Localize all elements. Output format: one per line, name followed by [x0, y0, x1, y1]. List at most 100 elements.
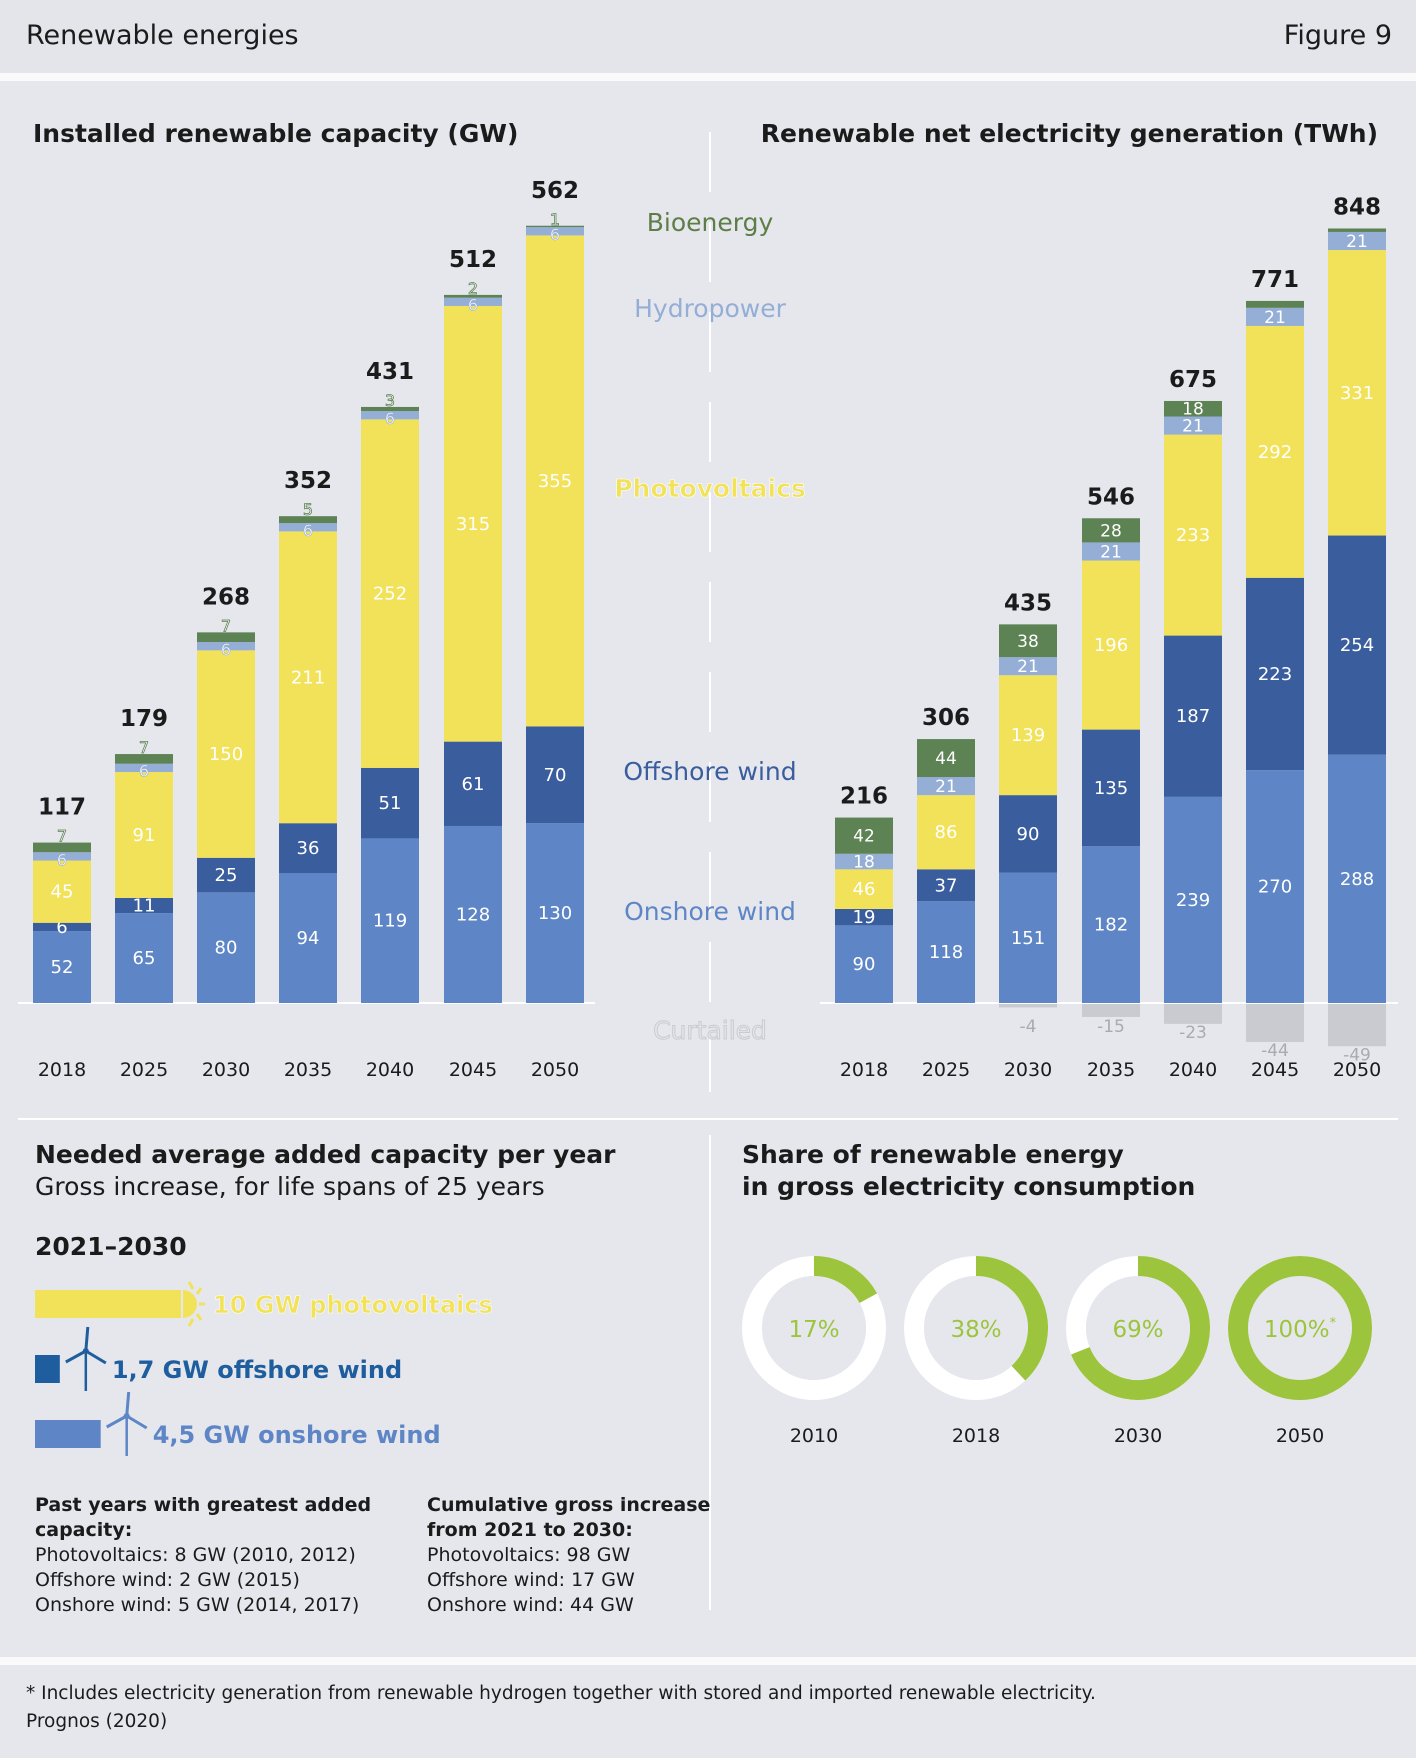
- capacity-bar-bioenergy: [279, 516, 337, 524]
- generation-bar-hydropower: [835, 853, 893, 870]
- capacity-label-onshore-wind: 128: [456, 904, 490, 925]
- generation-total: 546: [1087, 484, 1135, 510]
- generation-label-hydropower: 18: [853, 853, 875, 873]
- generation-bar-bioenergy: [1328, 228, 1386, 232]
- capacity-bar-photovoltaics: [279, 531, 337, 824]
- generation-label-onshore-wind: 182: [1094, 915, 1128, 936]
- turbine-blade: [125, 1391, 131, 1417]
- capacity-label-photovoltaics: 211: [291, 667, 325, 688]
- generation-bar-curtailed: [1082, 1004, 1140, 1017]
- capacity-bar-onshore-wind: [444, 825, 502, 1003]
- capacity-bar-hydropower: [361, 411, 419, 420]
- capacity-total: 512: [449, 247, 497, 273]
- capacity-year-label: 2040: [366, 1059, 414, 1081]
- added-capacity-subtitle: Gross increase, for life spans of 25 yea…: [35, 1172, 545, 1201]
- generation-bar-bioenergy: [999, 624, 1057, 658]
- generation-label-hydropower: 21: [1100, 542, 1122, 562]
- capacity-label-hydropower: 6: [468, 296, 478, 315]
- capacity-bar-hydropower: [197, 642, 255, 651]
- capacity-label-onshore-wind: 65: [133, 948, 156, 969]
- generation-year-label: 2025: [922, 1059, 970, 1081]
- capacity-label-hydropower: 6: [550, 225, 560, 244]
- generation-label-curtailed: -15: [1097, 1017, 1125, 1037]
- generation-label-onshore-wind: 270: [1258, 877, 1292, 898]
- generation-bar-onshore-wind: [999, 872, 1057, 1003]
- generation-label-photovoltaics: 46: [853, 879, 876, 900]
- generation-bar-onshore-wind: [1246, 770, 1304, 1003]
- generation-label-photovoltaics: 292: [1258, 442, 1292, 463]
- capacity-label-offshore-wind: 25: [215, 865, 238, 886]
- generation-bar-hydropower: [1164, 416, 1222, 435]
- added-label-photovoltaics: 10 GW photovoltaics: [213, 1291, 493, 1319]
- share-title: Share of renewable energy: [742, 1140, 1124, 1169]
- generation-year-label: 2050: [1333, 1059, 1381, 1081]
- capacity-year-label: 2025: [120, 1059, 168, 1081]
- capacity-bar-hydropower: [526, 227, 584, 236]
- legend-onshore-wind: Onshore wind: [624, 897, 796, 926]
- generation-bar-curtailed: [999, 1004, 1057, 1008]
- turbine-hub: [82, 1348, 89, 1354]
- capacity-bar-hydropower: [444, 297, 502, 306]
- donut-percent-label: 17%: [788, 1317, 839, 1343]
- generation-bar-photovoltaics: [1082, 560, 1140, 730]
- capacity-label-bioenergy: 2: [468, 279, 478, 298]
- sun-icon: [183, 1281, 205, 1327]
- capacity-bar-bioenergy: [361, 406, 419, 412]
- added-label-offshore-wind: 1,7 GW offshore wind: [112, 1356, 402, 1384]
- generation-total: 216: [840, 784, 888, 810]
- capacity-year-label: 2050: [531, 1059, 579, 1081]
- capacity-bar-photovoltaics: [33, 860, 91, 923]
- capacity-bar-bioenergy: [115, 754, 173, 764]
- capacity-bar-offshore-wind: [115, 897, 173, 914]
- donut-center: [762, 1276, 866, 1380]
- generation-label-photovoltaics: 139: [1011, 725, 1045, 746]
- generation-bar-onshore-wind: [835, 925, 893, 1003]
- generation-label-onshore-wind: 288: [1340, 869, 1374, 890]
- generation-label-onshore-wind: 90: [853, 954, 876, 975]
- legend-curtailed: Curtailed: [653, 1016, 767, 1045]
- generation-year-label: 2030: [1004, 1059, 1052, 1081]
- generation-bar-bioenergy: [917, 739, 975, 778]
- generation-label-bioenergy: 28: [1100, 521, 1122, 541]
- generation-bar-onshore-wind: [1328, 754, 1386, 1003]
- generation-bar-offshore-wind: [917, 869, 975, 902]
- capacity-bar-bioenergy: [444, 294, 502, 298]
- generation-year-label: 2018: [840, 1059, 888, 1081]
- capacity-label-hydropower: 6: [57, 850, 67, 869]
- capacity-label-photovoltaics: 45: [51, 882, 74, 903]
- capacity-total: 117: [38, 795, 86, 821]
- generation-label-photovoltaics: 196: [1094, 635, 1128, 656]
- donut-share-arc: [1228, 1256, 1372, 1400]
- generation-bar-hydropower: [999, 657, 1057, 676]
- capacity-label-photovoltaics: 355: [538, 471, 572, 492]
- capacity-bar-onshore-wind: [361, 838, 419, 1003]
- turbine-blade: [65, 1349, 87, 1364]
- capacity-bar-onshore-wind: [526, 823, 584, 1003]
- header-title: Renewable energies: [26, 20, 299, 51]
- generation-label-offshore-wind: 135: [1094, 778, 1128, 799]
- cumulative-line: Photovoltaics: 98 GW: [427, 1544, 631, 1566]
- capacity-total: 268: [202, 584, 250, 610]
- added-bar-offshore-wind: [35, 1355, 60, 1383]
- capacity-total: 431: [366, 359, 414, 385]
- capacity-label-offshore-wind: 61: [462, 774, 485, 795]
- figure-number: Figure 9: [1283, 20, 1392, 51]
- generation-label-offshore-wind: 223: [1258, 664, 1292, 685]
- donut-percent-label: 69%: [1112, 1317, 1163, 1343]
- footnote-mark: *: [1330, 1316, 1337, 1331]
- turbine-blade: [105, 1414, 128, 1429]
- generation-label-photovoltaics: 331: [1340, 383, 1374, 404]
- donut-year-2018: 2018: [951, 1425, 1001, 1447]
- generation-bar-photovoltaics: [835, 869, 893, 909]
- turbine-hub: [123, 1413, 130, 1419]
- capacity-label-photovoltaics: 91: [133, 825, 156, 846]
- capacity-bar-onshore-wind: [197, 892, 255, 1003]
- capacity-label-hydropower: 6: [139, 762, 149, 781]
- capacity-year-label: 2018: [38, 1059, 86, 1081]
- legend-photovoltaics: Photovoltaics: [614, 474, 806, 503]
- capacity-total: 179: [120, 706, 168, 732]
- generation-label-offshore-wind: 37: [935, 875, 958, 896]
- generation-total: 848: [1333, 194, 1381, 220]
- generation-total: 306: [922, 705, 970, 731]
- capacity-bar-offshore-wind: [197, 857, 255, 893]
